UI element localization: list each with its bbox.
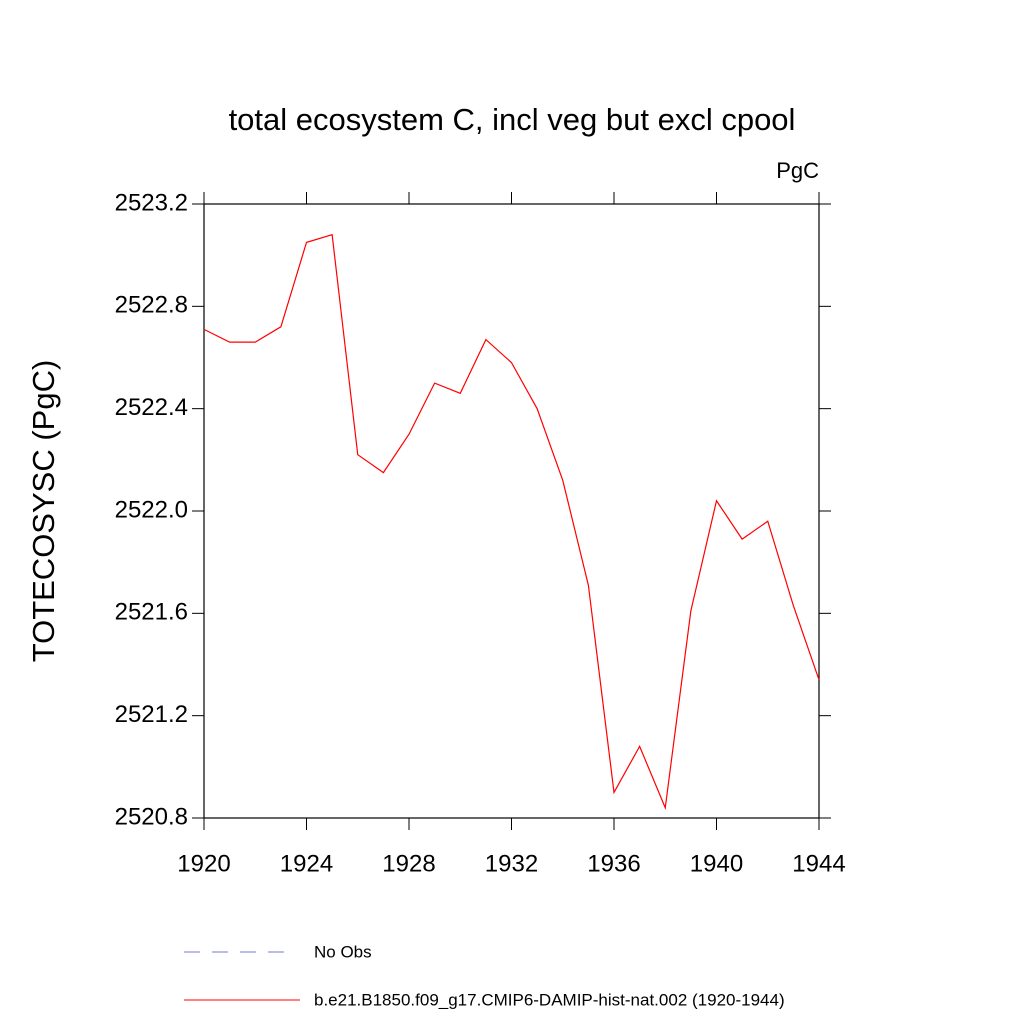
- units-label: PgC: [776, 158, 819, 183]
- y-tick-label: 2523.2: [115, 189, 188, 216]
- chart-title: total ecosystem C, incl veg but excl cpo…: [229, 102, 796, 137]
- y-tick-label: 2521.6: [115, 599, 188, 626]
- x-tick-label: 1936: [587, 850, 640, 877]
- x-tick-label: 1928: [382, 850, 435, 877]
- x-tick-label: 1944: [792, 850, 845, 877]
- data-line: [203, 233, 820, 811]
- y-tick-label: 2522.4: [115, 394, 188, 421]
- x-tick-label: 1932: [485, 850, 538, 877]
- x-tick-label: 1920: [177, 850, 230, 877]
- x-tick-label: 1940: [690, 850, 743, 877]
- legend-label: No Obs: [314, 942, 372, 961]
- y-axis-label: TOTECOSYSC (PgC): [26, 360, 61, 663]
- y-tick-label: 2520.8: [115, 803, 188, 830]
- legend-label: b.e21.B1850.f09_g17.CMIP6-DAMIP-hist-nat…: [314, 990, 785, 1009]
- y-tick-label: 2521.2: [115, 701, 188, 728]
- y-tick-label: 2522.0: [115, 496, 188, 523]
- y-tick-label: 2522.8: [115, 292, 188, 319]
- x-tick-label: 1924: [280, 850, 333, 877]
